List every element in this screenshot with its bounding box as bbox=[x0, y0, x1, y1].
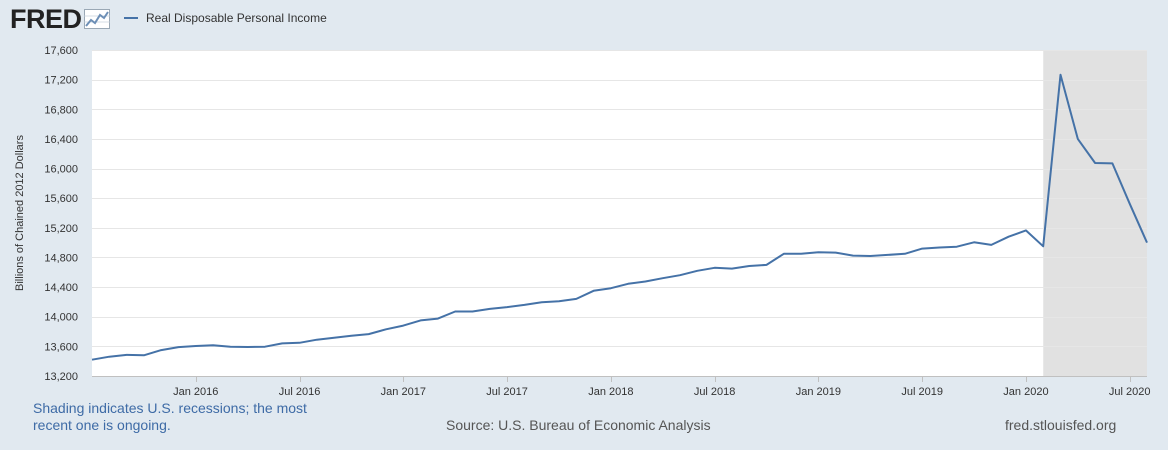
y-tick-label: 14,400 bbox=[44, 282, 78, 294]
y-tick-label: 16,400 bbox=[44, 134, 78, 146]
x-tick-label: Jul 2017 bbox=[486, 386, 528, 398]
x-tick-label: Jan 2020 bbox=[1003, 386, 1048, 398]
y-tick-label: 16,800 bbox=[44, 104, 78, 116]
y-tick-label: 14,800 bbox=[44, 252, 78, 264]
y-tick-label: 13,600 bbox=[44, 341, 78, 353]
recession-note: Shading indicates U.S. recessions; the m… bbox=[33, 400, 307, 433]
x-tick-label: Jul 2019 bbox=[901, 386, 943, 398]
data-source: Source: U.S. Bureau of Economic Analysis bbox=[446, 417, 711, 433]
y-axis-label: Billions of Chained 2012 Dollars bbox=[14, 135, 26, 291]
fred-url-link[interactable]: fred.stlouisfed.org bbox=[1005, 417, 1117, 433]
y-tick-label: 15,200 bbox=[44, 223, 78, 235]
fred-logo[interactable]: FRED bbox=[10, 4, 110, 34]
y-tick-label: 13,200 bbox=[44, 371, 78, 383]
legend-label: Real Disposable Personal Income bbox=[146, 11, 327, 25]
fred-logo-text: FRED bbox=[10, 4, 82, 34]
chart-header: FRED Real Disposable Personal Income bbox=[0, 0, 1168, 40]
x-tick-label: Jan 2019 bbox=[796, 386, 841, 398]
legend-swatch bbox=[124, 17, 138, 19]
x-axis-ticks: Jan 2016 Jul 2016 Jan 2017 Jul 2017 Jan 2018… bbox=[92, 376, 1151, 398]
y-tick-label: 15,600 bbox=[44, 193, 78, 205]
x-tick-label: Jul 2020 bbox=[1109, 386, 1151, 398]
grid-lines bbox=[92, 50, 1147, 347]
series-line-real-disposable-personal-income bbox=[91, 73, 1148, 361]
y-tick-label: 17,200 bbox=[44, 75, 78, 87]
y-tick-label: 14,000 bbox=[44, 312, 78, 324]
fred-chart-icon bbox=[83, 9, 110, 29]
line-chart: 13,200 13,600 14,000 14,400 14,800 15,200 15,6… bbox=[14, 45, 1151, 398]
x-tick-label: Jul 2018 bbox=[694, 386, 736, 398]
recession-shading bbox=[1043, 50, 1147, 376]
x-tick-label: Jan 2018 bbox=[588, 386, 633, 398]
y-tick-label: 16,000 bbox=[44, 164, 78, 176]
x-tick-label: Jan 2017 bbox=[381, 386, 426, 398]
y-axis-ticks: 13,200 13,600 14,000 14,400 14,800 15,200 15,6… bbox=[44, 45, 78, 383]
x-tick-label: Jul 2016 bbox=[279, 386, 321, 398]
plot-area bbox=[92, 50, 1147, 376]
y-tick-label: 17,600 bbox=[44, 45, 78, 57]
chart-legend: Real Disposable Personal Income bbox=[124, 11, 327, 25]
x-tick-label: Jan 2016 bbox=[173, 386, 218, 398]
